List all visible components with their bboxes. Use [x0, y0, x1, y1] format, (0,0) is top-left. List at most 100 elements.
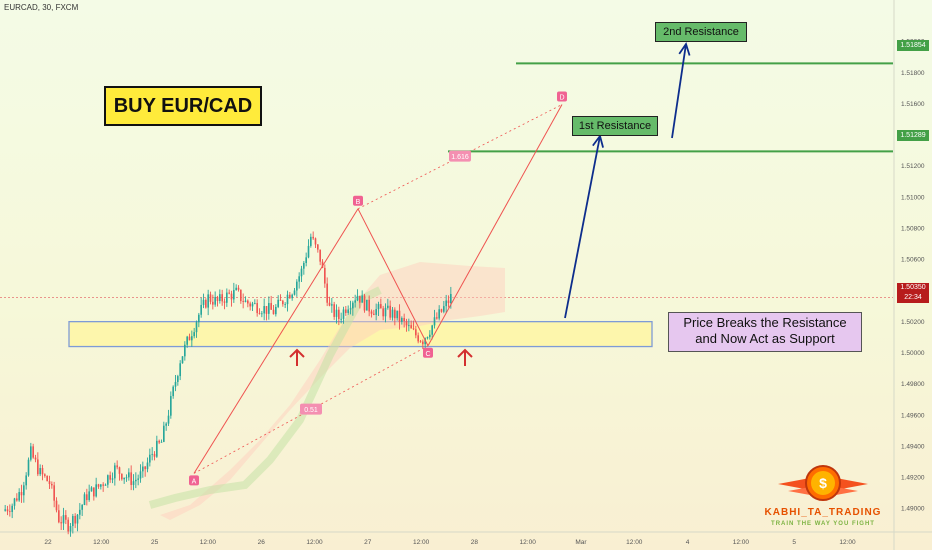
candle-body — [345, 309, 347, 313]
candle-body — [221, 294, 223, 302]
candle-body — [335, 309, 338, 317]
candle-body — [324, 267, 326, 284]
ratio-label: 1.616 — [451, 154, 469, 161]
x-tick-label: 27 — [364, 539, 372, 546]
candle-body — [30, 446, 32, 460]
candle-body — [69, 526, 72, 532]
candle-body — [153, 453, 156, 457]
x-tick-label: 12:00 — [520, 539, 537, 546]
y-tick-label: 1.51000 — [901, 194, 925, 201]
pattern-point-label: C — [425, 351, 430, 358]
candle-body — [237, 287, 240, 290]
candle-body — [277, 299, 279, 307]
buy-annotation: BUY EUR/CAD — [104, 86, 262, 126]
candle-body — [76, 514, 79, 524]
candle-body — [412, 328, 415, 330]
candle-body — [233, 290, 235, 300]
candle-body — [247, 300, 249, 304]
y-tick-label: 1.51200 — [901, 163, 925, 170]
candle-body — [18, 492, 20, 501]
candle-body — [258, 313, 261, 314]
candle-body — [307, 245, 310, 258]
candle-body — [422, 341, 424, 345]
candle-body — [284, 304, 286, 305]
candle-body — [65, 515, 67, 520]
brand-logo: $ KABHI_TA_TRADING TRAIN THE WAY YOU FIG… — [748, 460, 898, 540]
candle-body — [361, 295, 363, 303]
candle-body — [289, 294, 291, 299]
candle-body — [286, 294, 289, 305]
candle-body — [37, 459, 39, 475]
candle-body — [326, 283, 328, 303]
resistance-2-price-tag: 1.51854 — [897, 40, 929, 51]
candle-body — [254, 303, 256, 304]
candle-body — [95, 484, 97, 497]
candle-body — [256, 303, 258, 314]
cloud-area — [160, 262, 505, 520]
candle-body — [172, 386, 174, 397]
candle-body — [356, 295, 359, 301]
candle-body — [27, 459, 30, 476]
candle-body — [310, 236, 312, 246]
x-tick-label: 12:00 — [413, 539, 430, 546]
ratio-label: 0.51 — [304, 407, 318, 414]
candle-body — [72, 516, 74, 527]
candle-body — [296, 281, 298, 291]
symbol-label: EURCAD, 30, FXCM — [4, 3, 79, 12]
candle-body — [32, 446, 34, 458]
candle-body — [6, 509, 9, 512]
pattern-leg-cd — [427, 104, 563, 347]
pattern-point-marker — [423, 347, 433, 358]
resistance-1-price-tag: 1.51289 — [897, 130, 929, 141]
candle-body — [394, 309, 396, 319]
candle-body — [177, 376, 179, 382]
candle-body — [328, 302, 331, 306]
candle-body — [228, 292, 230, 294]
x-tick-label: 12:00 — [306, 539, 323, 546]
candle-body — [270, 303, 272, 310]
candle-body — [317, 244, 319, 250]
candle-body — [16, 498, 18, 501]
candle-body — [321, 261, 324, 268]
y-tick-label: 1.51600 — [901, 101, 925, 108]
dollar-badge-icon: $ — [778, 465, 868, 501]
candle-body — [67, 519, 69, 532]
candle-body — [55, 500, 58, 511]
candle-body — [174, 381, 177, 387]
candle-body — [212, 301, 214, 305]
candle-body — [209, 294, 212, 302]
candle-body — [132, 481, 135, 485]
candle-body — [195, 322, 198, 333]
candle-body — [363, 295, 366, 311]
candle-body — [214, 296, 216, 305]
candle-body — [354, 300, 356, 303]
candle-body — [13, 498, 16, 506]
candle-body — [331, 304, 333, 306]
candle-body — [375, 309, 377, 315]
candle-body — [200, 304, 202, 315]
candle-body — [440, 309, 443, 312]
candle-body — [128, 472, 130, 478]
candle-body — [319, 249, 321, 262]
candle-body — [338, 309, 340, 319]
candle-body — [149, 454, 151, 463]
candle-body — [268, 303, 270, 314]
candle-body — [109, 475, 111, 480]
candle-body — [265, 306, 268, 314]
candle-body — [433, 317, 436, 326]
second-resistance-label: 2nd Resistance — [655, 22, 747, 42]
x-tick-label: 12:00 — [200, 539, 217, 546]
x-tick-label: 28 — [471, 539, 479, 546]
candle-body — [158, 440, 160, 443]
candle-body — [398, 310, 401, 322]
candle-body — [396, 310, 398, 319]
candle-body — [160, 441, 163, 443]
candle-body — [48, 481, 51, 484]
candle-body — [426, 337, 429, 339]
candle-body — [447, 300, 450, 304]
candle-body — [188, 336, 191, 341]
candle-body — [305, 257, 307, 263]
candle-body — [60, 522, 62, 524]
